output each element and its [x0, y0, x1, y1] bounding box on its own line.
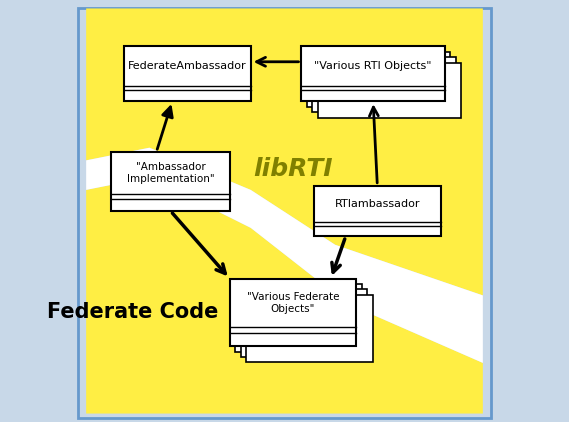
FancyBboxPatch shape: [112, 152, 230, 211]
Text: "Ambassador
Implementation": "Ambassador Implementation": [127, 162, 215, 184]
Polygon shape: [86, 8, 483, 295]
FancyBboxPatch shape: [235, 284, 362, 352]
Text: "Various RTI Objects": "Various RTI Objects": [314, 61, 432, 71]
FancyBboxPatch shape: [318, 63, 461, 118]
FancyBboxPatch shape: [314, 186, 440, 236]
FancyBboxPatch shape: [124, 46, 251, 101]
Text: RTIambassador: RTIambassador: [335, 199, 420, 209]
Text: FederateAmbassador: FederateAmbassador: [128, 61, 247, 71]
Text: libRTI: libRTI: [253, 157, 333, 181]
FancyBboxPatch shape: [241, 289, 367, 357]
FancyBboxPatch shape: [312, 57, 456, 112]
FancyBboxPatch shape: [246, 295, 373, 362]
Text: "Various Federate
Objects": "Various Federate Objects": [247, 292, 339, 314]
Text: Federate Code: Federate Code: [47, 302, 218, 322]
Polygon shape: [86, 177, 483, 414]
FancyBboxPatch shape: [230, 279, 356, 346]
FancyBboxPatch shape: [307, 52, 450, 107]
FancyBboxPatch shape: [302, 46, 445, 101]
FancyBboxPatch shape: [78, 8, 491, 418]
Polygon shape: [86, 148, 483, 363]
